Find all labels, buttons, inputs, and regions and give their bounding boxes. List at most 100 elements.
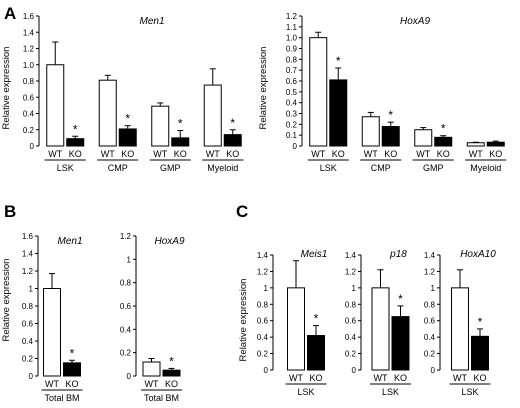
significance-star: * bbox=[388, 108, 393, 122]
ko-bar bbox=[171, 137, 190, 147]
significance-star: * bbox=[478, 315, 483, 329]
wt-bar bbox=[414, 129, 433, 147]
chart-c2: 0 0.2 0.4 0.6 0.8 1 1.2 1.4 p18 * WT KO LSK bbox=[345, 249, 411, 397]
ko-bar bbox=[434, 136, 453, 147]
wt-bar bbox=[451, 287, 469, 371]
wt-label: WT bbox=[45, 379, 59, 389]
ko-label: KO bbox=[69, 149, 82, 159]
wt-bar bbox=[98, 79, 117, 147]
y-tick-label: 0 bbox=[431, 366, 436, 375]
significance-star: * bbox=[336, 54, 341, 68]
y-tick-label: 1.2 bbox=[120, 232, 132, 241]
chart-b1: 0 0.2 0.4 0.6 0.8 1 1.2 1.4 1.6 Men1 Relative expr… bbox=[1, 232, 83, 403]
significance-star: * bbox=[314, 312, 319, 326]
y-tick-label: 1.0 bbox=[286, 34, 298, 43]
chart-a2: 0 0.1 0.20.3 0.4 0.5 0.6 0.7 0.80.9 1.0 1.1 1.2 Hox… bbox=[258, 12, 507, 173]
charts-container: 0 0.2 0.4 0.6 0.8 1.0 1.2 1.4 1.6 Men1 Relative ex… bbox=[1, 12, 507, 403]
group-label: CMP bbox=[371, 163, 391, 173]
y-tick-label: 1.6 bbox=[22, 232, 34, 241]
wt-bar bbox=[371, 287, 390, 371]
significance-star: * bbox=[178, 117, 183, 131]
ko-bar bbox=[329, 79, 348, 147]
y-tick-label: 1.2 bbox=[22, 267, 34, 276]
group-label: Myeloid bbox=[470, 163, 501, 173]
ko-label: KO bbox=[437, 149, 450, 159]
gene-title: Meis1 bbox=[301, 249, 328, 260]
y-tick-label: 0.8 bbox=[23, 77, 35, 86]
y-tick-label: 0.8 bbox=[22, 302, 34, 311]
y-tick-label: 0.8 bbox=[257, 300, 269, 309]
y-tick-label: 0.8 bbox=[286, 55, 298, 64]
y-tick-label: 0.5 bbox=[286, 88, 298, 97]
wt-label: WT bbox=[145, 379, 159, 389]
wt-bar bbox=[361, 116, 380, 147]
y-axis-label: Relative expression bbox=[238, 279, 249, 362]
ko-bar bbox=[307, 335, 325, 371]
wt-label: WT bbox=[311, 149, 325, 159]
gene-title: HoxA10 bbox=[460, 249, 496, 260]
group-label: Total BM bbox=[144, 393, 179, 403]
group-label: GMP bbox=[423, 163, 444, 173]
y-tick-label: 0.6 bbox=[22, 320, 34, 329]
wt-label: WT bbox=[416, 149, 430, 159]
y-tick-label: 0.2 bbox=[424, 350, 436, 359]
y-tick-label: 0.6 bbox=[424, 317, 436, 326]
y-tick-label: 0 bbox=[127, 372, 132, 381]
y-tick-label: 0 bbox=[352, 366, 357, 375]
ko-bar bbox=[162, 369, 181, 377]
y-tick-label: 1.4 bbox=[257, 251, 269, 260]
ko-label: KO bbox=[226, 149, 239, 159]
y-tick-label: 0.7 bbox=[286, 66, 298, 75]
y-tick-label: 0.4 bbox=[120, 325, 132, 334]
ko-bar bbox=[486, 141, 505, 147]
ko-label: KO bbox=[121, 149, 134, 159]
y-tick-label: 0.8 bbox=[424, 300, 436, 309]
ko-bar bbox=[381, 126, 400, 147]
ko-bar bbox=[63, 362, 81, 377]
wt-bar bbox=[43, 288, 61, 377]
y-tick-label: 0.2 bbox=[23, 126, 35, 135]
y-tick-label: 0.4 bbox=[23, 110, 35, 119]
chart-c1: 0 0.2 0.4 0.6 0.8 1 1.2 1.4 Meis1 Relative expres… bbox=[238, 249, 327, 397]
ko-label: KO bbox=[65, 379, 78, 389]
y-tick-label: 0.6 bbox=[345, 317, 357, 326]
y-tick-label: 1 bbox=[264, 284, 269, 293]
ko-label: KO bbox=[332, 149, 345, 159]
ko-bar bbox=[223, 134, 242, 147]
wt-label: WT bbox=[206, 149, 220, 159]
y-tick-label: 0.2 bbox=[120, 349, 132, 358]
y-tick-label: 0.8 bbox=[345, 300, 357, 309]
significance-star: * bbox=[398, 292, 403, 306]
ko-label: KO bbox=[309, 373, 322, 383]
significance-star: * bbox=[441, 122, 446, 136]
ko-label: KO bbox=[394, 373, 407, 383]
panel-label-c: C bbox=[236, 202, 248, 221]
group-label: Total BM bbox=[44, 393, 79, 403]
y-tick-label: 0.6 bbox=[120, 302, 132, 311]
wt-label: WT bbox=[364, 149, 378, 159]
y-tick-label: 0.4 bbox=[22, 337, 34, 346]
y-tick-label: 0.2 bbox=[345, 350, 357, 359]
gene-title: Men1 bbox=[139, 16, 164, 27]
y-tick-label: 0.1 bbox=[286, 131, 298, 140]
wt-bar bbox=[466, 142, 485, 147]
wt-bar bbox=[46, 64, 65, 147]
wt-bar bbox=[142, 361, 161, 377]
ko-label: KO bbox=[384, 149, 397, 159]
y-tick-label: 1.4 bbox=[345, 251, 357, 260]
y-tick-label: 0.4 bbox=[345, 333, 357, 342]
y-tick-label: 1 bbox=[127, 255, 132, 264]
y-axis-label: Relative expression bbox=[258, 47, 269, 130]
y-tick-label: 1.2 bbox=[286, 12, 298, 21]
y-tick-label: 1.6 bbox=[23, 12, 35, 21]
wt-label: WT bbox=[469, 149, 483, 159]
ko-label: KO bbox=[174, 149, 187, 159]
group-label: LSK bbox=[57, 163, 74, 173]
y-tick-label: 1 bbox=[29, 285, 34, 294]
y-tick-label: 0.4 bbox=[286, 99, 298, 108]
ko-bar bbox=[391, 316, 410, 371]
panel-label-b: B bbox=[4, 202, 16, 221]
y-tick-label: 0.2 bbox=[286, 120, 298, 129]
chart-b2: 0 0.2 0.4 0.6 0.8 1 1.2 HoxA9 * WT KO Total BM bbox=[120, 232, 185, 403]
